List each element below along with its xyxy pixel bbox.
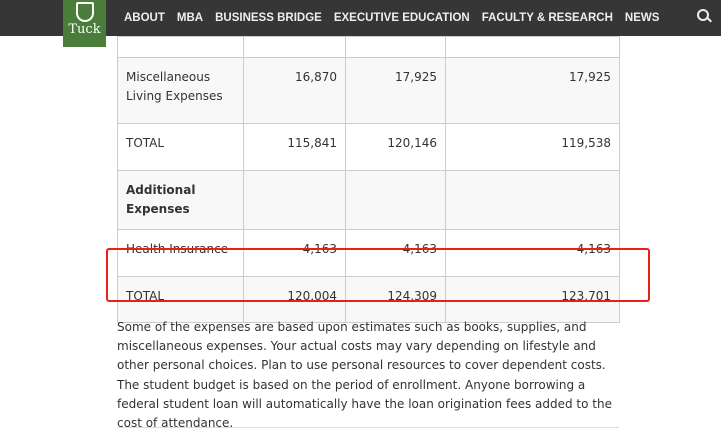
crest-icon (75, 2, 94, 22)
nav-executive-education[interactable]: EXECUTIVE EDUCATION (333, 12, 470, 24)
cell: 119,538 (445, 123, 620, 171)
row-label: TOTAL (117, 123, 244, 171)
logo-text: Tuck (68, 22, 101, 37)
cell: 4,163 (445, 229, 620, 277)
table-row: Miscellaneous Living Expenses 16,870 17,92… (117, 57, 620, 124)
tuck-logo[interactable]: Tuck (63, 0, 106, 47)
table-row (117, 36, 620, 58)
row-label: TOTAL (117, 276, 244, 323)
cell (345, 170, 446, 230)
highlight-box (106, 248, 650, 302)
nav-business-bridge[interactable]: BUSINESS BRIDGE (215, 12, 322, 24)
nav-mba[interactable]: MBA (176, 12, 204, 24)
cell: 16,870 (243, 57, 346, 124)
divider (117, 427, 619, 428)
table-row: Additional Expenses (117, 170, 620, 230)
cell: 124,309 (345, 276, 446, 323)
cell (445, 170, 620, 230)
row-label: Miscellaneous Living Expenses (117, 57, 244, 124)
row-label: Additional Expenses (117, 170, 244, 230)
top-nav: ABOUT MBA BUSINESS BRIDGE EXECUTIVE EDUC… (0, 0, 721, 36)
cost-table: Miscellaneous Living Expenses 16,870 17,92… (117, 36, 620, 323)
search-icon[interactable] (697, 9, 709, 21)
cell: 4,163 (243, 229, 346, 277)
nav-news[interactable]: NEWS (624, 12, 660, 24)
nav-list: ABOUT MBA BUSINESS BRIDGE EXECUTIVE EDUC… (124, 0, 659, 36)
cell (243, 170, 346, 230)
cell: 123,701 (445, 276, 620, 323)
cell: 115,841 (243, 123, 346, 171)
nav-about[interactable]: ABOUT (124, 12, 165, 24)
table-row: TOTAL 115,841 120,146 119,538 (117, 123, 620, 171)
cell: 17,925 (345, 57, 446, 124)
cell: 120,146 (345, 123, 446, 171)
cell: 120,004 (243, 276, 346, 323)
note-paragraph: Some of the expenses are based upon esti… (117, 320, 612, 431)
nav-faculty-research[interactable]: FACULTY & RESEARCH (481, 12, 613, 24)
cell: 17,925 (445, 57, 620, 124)
table-row: TOTAL 120,004 124,309 123,701 (117, 276, 620, 323)
